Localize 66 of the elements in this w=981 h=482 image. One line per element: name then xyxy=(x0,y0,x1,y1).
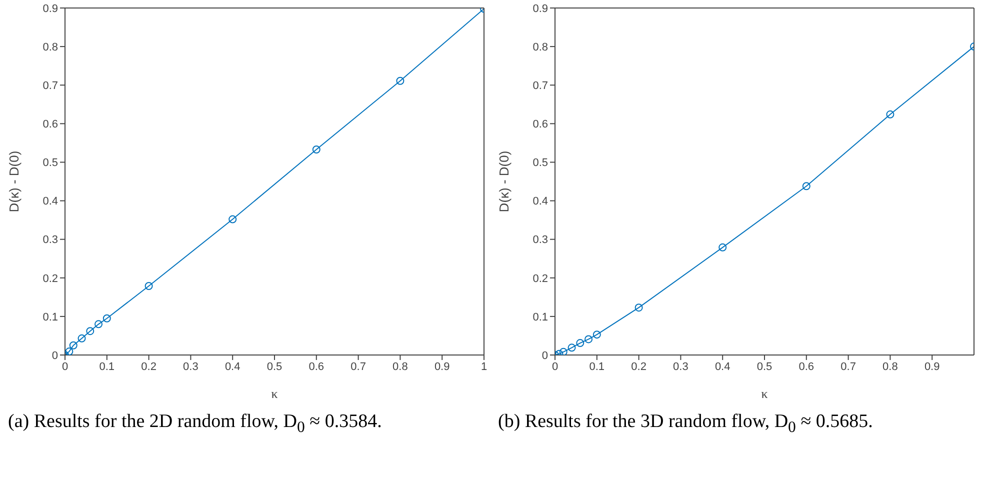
y-axis-title: D(κ) - D(0) xyxy=(496,150,512,212)
y-tick-label: 0.8 xyxy=(532,41,548,54)
point xyxy=(718,243,727,252)
x-tick-label: 1 xyxy=(480,360,488,373)
y-tick-label: 0 xyxy=(52,350,58,362)
y-tick-label: 0.7 xyxy=(42,80,58,92)
y-tick-label: 0.8 xyxy=(42,41,58,54)
x-tick-label: 0.8 xyxy=(392,360,408,373)
point xyxy=(568,344,576,352)
x-tick-label: 0.4 xyxy=(224,360,240,373)
x-tick-label: 0.4 xyxy=(714,360,730,373)
x-axis-title: κ xyxy=(271,386,278,401)
point xyxy=(228,215,237,224)
y-tick-label: 0.9 xyxy=(532,2,548,15)
point xyxy=(576,339,584,348)
x-tick-label: 0 xyxy=(552,360,558,373)
y-tick-label: 0.6 xyxy=(42,118,58,131)
point xyxy=(78,334,86,342)
point xyxy=(102,314,111,322)
point xyxy=(886,110,894,118)
text: (b) Results for the 3D random flow, D$_{0}$ ≈ 0.5685. xyxy=(497,410,874,438)
y-tick-label: 0.1 xyxy=(532,311,548,324)
x-tick-label: 0.3 xyxy=(673,360,688,373)
y-tick-label: 0.9 xyxy=(42,2,58,15)
y-tick-label: 0.2 xyxy=(532,272,548,285)
x-tick-label: 0.2 xyxy=(141,360,156,373)
x-tick-label: 0.5 xyxy=(266,360,282,373)
y-tick-label: 0.1 xyxy=(42,311,58,324)
point xyxy=(396,76,404,85)
y-tick-label: 0.7 xyxy=(532,80,548,92)
x-tick-label: 0.1 xyxy=(589,360,605,373)
x-tick-label: 0.9 xyxy=(434,360,450,373)
x-tick-label: 0.2 xyxy=(631,360,646,373)
point xyxy=(584,335,593,344)
point xyxy=(802,182,810,190)
x-tick-label: 0.7 xyxy=(350,360,366,373)
y-tick-label: 0.3 xyxy=(42,234,58,246)
y-tick-label: 0.4 xyxy=(532,196,548,208)
y-tick-label: 0.5 xyxy=(42,157,58,170)
y-tick-label: 0 xyxy=(542,350,548,362)
point xyxy=(65,348,74,355)
x-tick-label: 0.9 xyxy=(924,360,940,373)
y-axis-title: D(κ) - D(0) xyxy=(6,150,22,212)
point xyxy=(86,327,94,336)
point xyxy=(559,348,568,355)
point xyxy=(69,341,78,350)
x-tick-label: 0.6 xyxy=(308,360,324,373)
x-tick-label: 0.7 xyxy=(840,360,856,373)
x-tick-label: 0.1 xyxy=(99,360,115,373)
point xyxy=(312,146,320,154)
text: (a) Results for the 2D random flow, D$_{0}$ ≈ 0.3584. xyxy=(7,410,383,438)
point xyxy=(94,320,103,328)
x-tick-label: 0.8 xyxy=(882,360,898,373)
y-tick-label: 0.2 xyxy=(42,272,58,285)
x-axis-title: κ xyxy=(761,386,768,401)
x-tick-label: 0 xyxy=(62,360,68,373)
point xyxy=(144,282,153,290)
point xyxy=(634,304,643,312)
y-tick-label: 0.3 xyxy=(532,234,548,246)
x-tick-label: 0.5 xyxy=(756,360,772,373)
x-tick-label: 0.3 xyxy=(183,360,198,373)
x-tick-label: 0.6 xyxy=(798,360,814,373)
y-tick-label: 0.5 xyxy=(532,157,548,170)
y-tick-label: 0.6 xyxy=(532,118,548,131)
y-tick-label: 0.4 xyxy=(42,196,58,208)
point xyxy=(592,330,601,339)
